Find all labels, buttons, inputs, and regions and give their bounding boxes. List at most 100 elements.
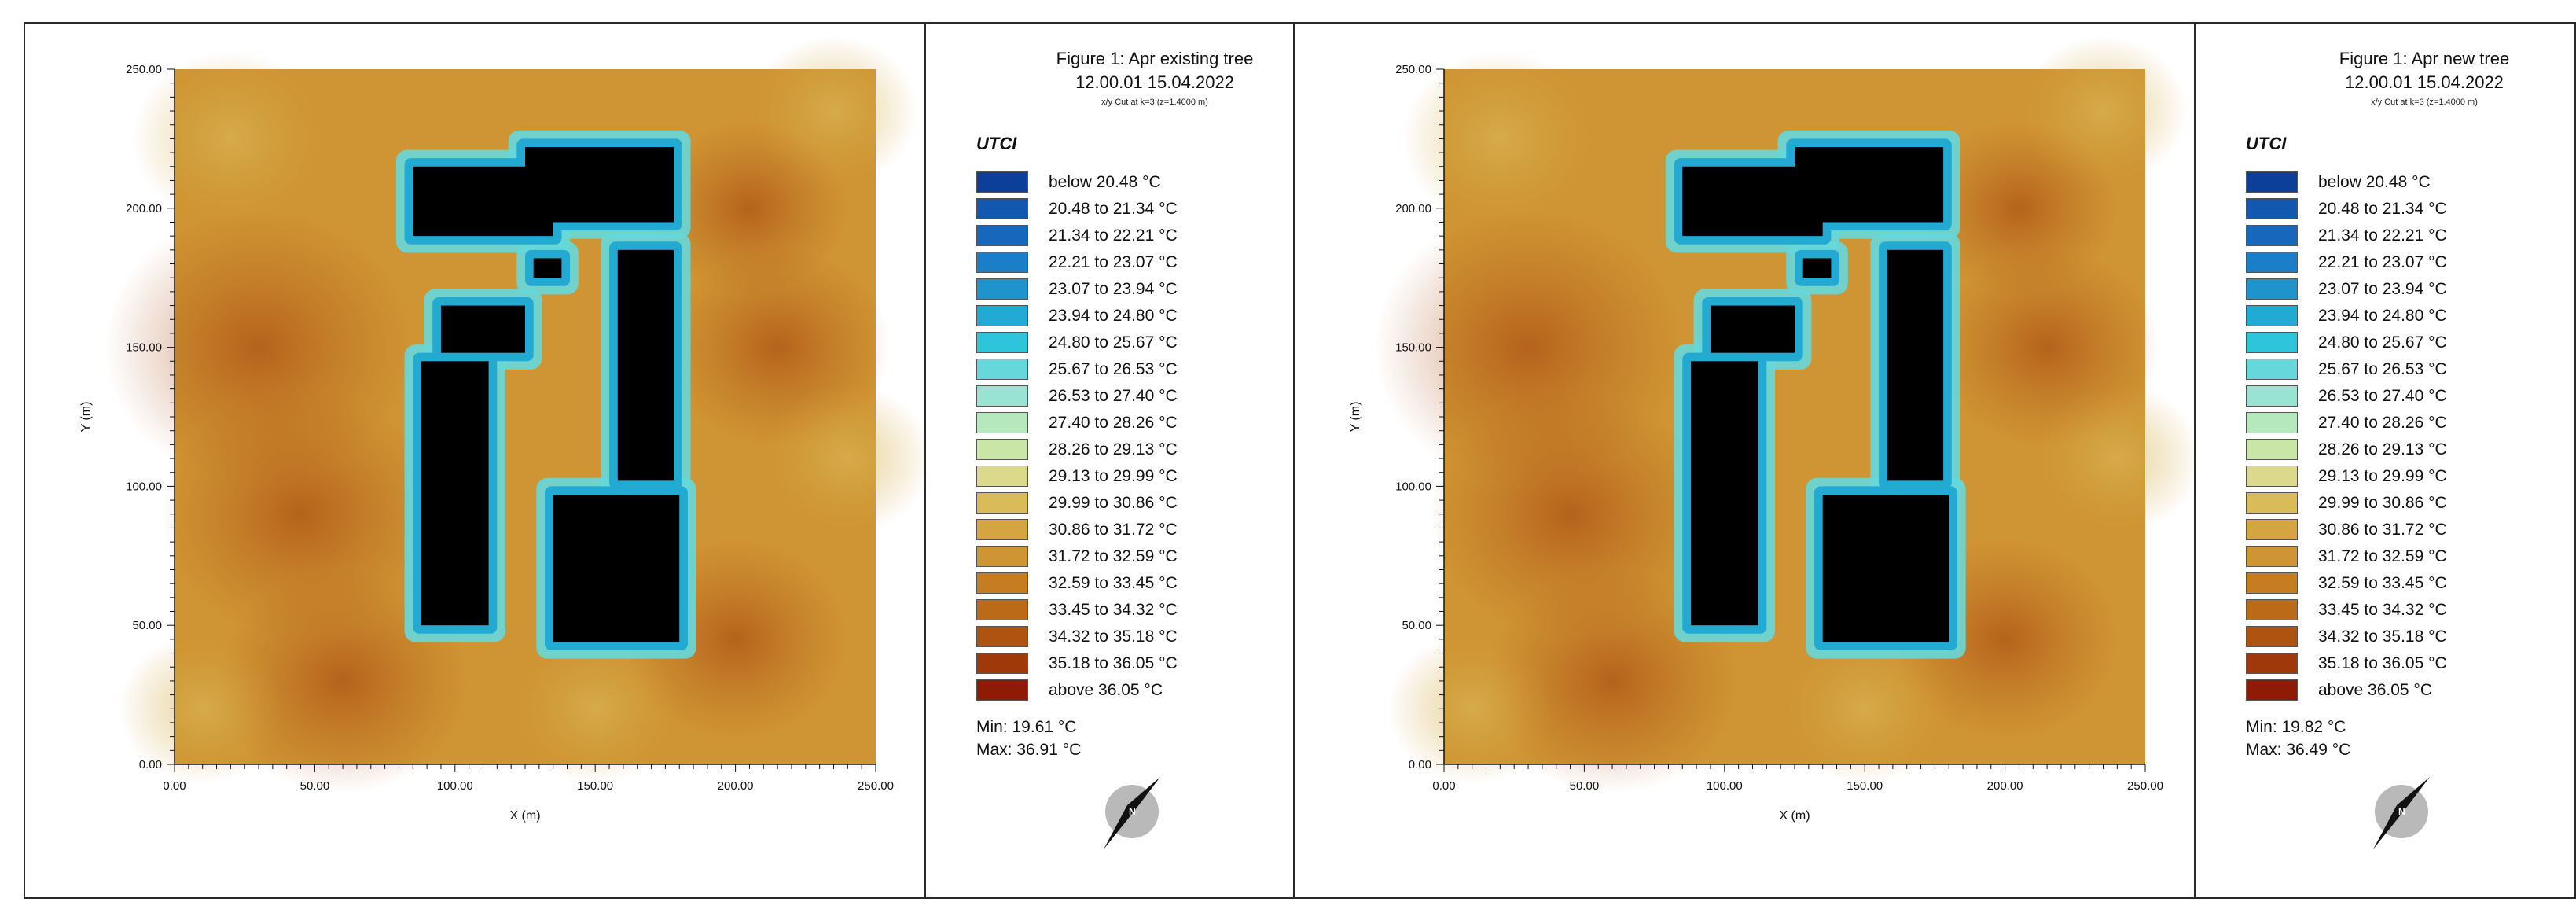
legend-swatch — [2246, 225, 2298, 246]
x-tick-label: 0.00 — [1432, 779, 1455, 793]
legend-swatch — [976, 626, 1028, 647]
legend-label: below 20.48 °C — [1049, 173, 1161, 191]
building — [617, 249, 674, 481]
heatmap-cell — [749, 35, 918, 186]
legend-swatch — [976, 546, 1028, 567]
legend-label: 35.18 to 36.05 °C — [1049, 654, 1178, 672]
figure-panel-existing-tree: 0.00 50.00 100.00 150.00 200.00 250.00 0.00 50.… — [24, 22, 1306, 899]
building — [533, 258, 562, 278]
north-arrow-icon: N — [1104, 777, 1160, 849]
y-tick-label: 250.00 — [1395, 63, 1431, 76]
heatmap-cell — [2019, 35, 2188, 186]
legend-label: 23.07 to 23.94 °C — [1049, 280, 1178, 298]
figure-title: Figure 1: Apr new tree 12.00.01 15.04.20… — [2196, 47, 2574, 94]
min-value: Min: 19.61 °C — [976, 718, 1077, 736]
legend-label: 34.32 to 35.18 °C — [1049, 628, 1178, 646]
heatmap-cell — [1780, 633, 1949, 784]
legend-swatch — [976, 278, 1028, 300]
legend-label: 20.48 to 21.34 °C — [1049, 200, 1178, 218]
legend-label: above 36.05 °C — [1049, 681, 1163, 699]
legend-swatch — [2246, 385, 2298, 407]
legend-label: 22.21 to 23.07 °C — [2318, 253, 2447, 271]
legend-swatch — [976, 385, 1028, 407]
legend-label: 31.72 to 32.59 °C — [1049, 547, 1178, 565]
panel-divider — [924, 24, 926, 897]
figure-title-line2: 12.00.01 15.04.2022 — [2345, 72, 2504, 92]
y-tick-label: 150.00 — [1395, 341, 1431, 355]
legend-label: 29.13 to 29.99 °C — [2318, 467, 2447, 485]
building — [1710, 305, 1795, 353]
y-tick-label: 100.00 — [1395, 480, 1431, 493]
legend-swatch — [2246, 171, 2298, 193]
legend-label: 22.21 to 23.07 °C — [1049, 253, 1178, 271]
legend-label: 27.40 to 28.26 °C — [1049, 414, 1178, 432]
legend-label: 29.99 to 30.86 °C — [1049, 494, 1178, 512]
legend-label: 27.40 to 28.26 °C — [2318, 414, 2447, 432]
cut-note: x/y Cut at k=3 (z=1.4000 m) — [2371, 98, 2478, 107]
legend-swatch — [2246, 679, 2298, 701]
y-axis-label: Y (m) — [79, 402, 93, 433]
y-tick-label: 100.00 — [126, 480, 162, 493]
x-axis-label: X (m) — [509, 809, 540, 823]
legend-label: 23.07 to 23.94 °C — [2318, 280, 2447, 298]
legend-label: 23.94 to 24.80 °C — [2318, 307, 2447, 325]
y-tick-label: 200.00 — [126, 202, 162, 215]
building — [525, 147, 674, 223]
x-tick-label: 150.00 — [1847, 779, 1883, 793]
x-tick-label: 200.00 — [718, 779, 754, 793]
legend-swatch — [976, 412, 1028, 433]
legend-swatch — [976, 492, 1028, 514]
legend-label: 24.80 to 25.67 °C — [2318, 333, 2447, 352]
legend-swatch — [2246, 599, 2298, 620]
legend-swatch — [2246, 466, 2298, 487]
heatmap-cell — [2033, 383, 2194, 534]
min-max-readout: Min: 19.82 °C Max: 36.49 °C — [2246, 716, 2350, 761]
legend-swatch — [2246, 332, 2298, 353]
legend-swatch — [2246, 198, 2298, 219]
heatmap-cell — [1402, 51, 1599, 226]
legend-label: 29.99 to 30.86 °C — [2318, 494, 2447, 512]
legend-swatch — [976, 359, 1028, 380]
figure-title-line1: Figure 1: Apr existing tree — [1056, 49, 1254, 68]
legend-label: 33.45 to 34.32 °C — [2318, 601, 2447, 619]
x-tick-label: 100.00 — [1707, 779, 1743, 793]
x-tick-label: 250.00 — [2127, 779, 2163, 793]
building — [1690, 361, 1758, 626]
x-axis-label: X (m) — [1779, 809, 1810, 823]
heatmap-cell — [763, 383, 924, 534]
legend-swatch — [2246, 252, 2298, 273]
north-arrow-icon: N — [2373, 777, 2430, 849]
building — [440, 305, 525, 353]
legend-label: 32.59 to 33.45 °C — [1049, 574, 1178, 592]
building — [1822, 495, 1949, 642]
legend-swatch — [976, 252, 1028, 273]
y-tick-label: 250.00 — [126, 63, 162, 76]
x-tick-label: 150.00 — [577, 779, 613, 793]
max-value: Max: 36.49 °C — [2246, 741, 2351, 759]
building — [1795, 147, 1944, 223]
legend-variable: UTCI — [976, 134, 1017, 153]
y-axis-label: Y (m) — [1349, 402, 1362, 433]
x-tick-label: 50.00 — [1570, 779, 1600, 793]
legend-label: 34.32 to 35.18 °C — [2318, 628, 2447, 646]
heatmap-cell — [1387, 633, 1556, 784]
heatmap-cell — [511, 633, 680, 784]
legend-swatch — [976, 439, 1028, 460]
legend-swatch — [2246, 412, 2298, 433]
legend-swatch — [2246, 519, 2298, 540]
legend-label: above 36.05 °C — [2318, 681, 2433, 699]
legend-label: 25.67 to 26.53 °C — [2318, 360, 2447, 378]
legend-label: 32.59 to 33.45 °C — [2318, 574, 2447, 592]
x-tick-label: 100.00 — [437, 779, 473, 793]
legend-label: 35.18 to 36.05 °C — [2318, 654, 2447, 672]
min-max-readout: Min: 19.61 °C Max: 36.91 °C — [976, 716, 1081, 761]
heatmap-plot: 0.00 50.00 100.00 150.00 200.00 250.00 0.00 50.… — [79, 35, 924, 823]
y-tick-label: 0.00 — [1409, 758, 1431, 771]
legend-label: 28.26 to 29.13 °C — [2318, 440, 2447, 458]
legend-swatch — [2246, 305, 2298, 326]
legend-label: 30.86 to 31.72 °C — [1049, 521, 1178, 539]
legend-swatch — [2246, 626, 2298, 647]
building — [1802, 258, 1832, 278]
legend-swatch — [2246, 653, 2298, 674]
legend-label: 26.53 to 27.40 °C — [2318, 387, 2447, 405]
